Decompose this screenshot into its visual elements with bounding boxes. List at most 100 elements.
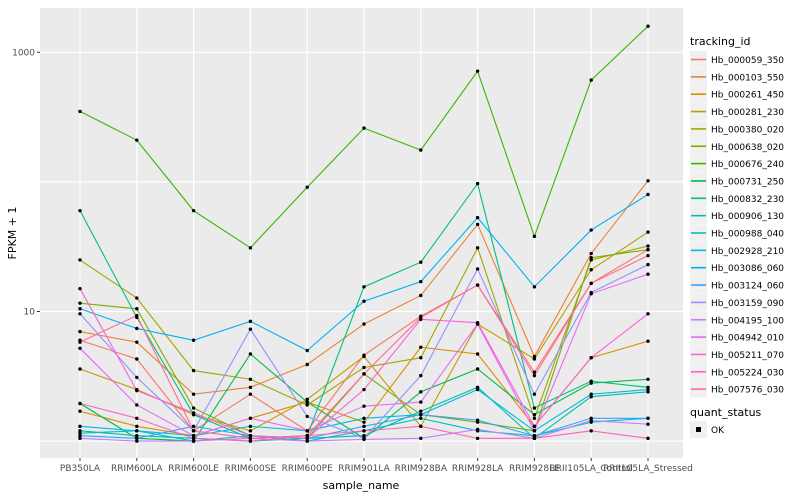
- data-point: [305, 348, 309, 353]
- data-point: [419, 400, 423, 404]
- data-point: [135, 340, 139, 344]
- data-point: [248, 434, 253, 438]
- quant-ok-label: OK: [711, 426, 725, 436]
- data-point: [305, 400, 309, 404]
- data-point: [475, 246, 480, 250]
- data-point: [589, 251, 593, 256]
- data-point: [419, 315, 423, 320]
- data-point: [646, 416, 650, 420]
- data-point: [419, 390, 423, 394]
- data-point: [305, 439, 309, 443]
- ok-square-icon: [696, 427, 701, 432]
- data-point: [248, 327, 253, 331]
- data-point: [78, 340, 82, 344]
- data-point: [419, 412, 423, 417]
- legend-label: Hb_007576_030: [711, 386, 784, 396]
- data-point: [419, 279, 423, 284]
- data-point: [191, 436, 196, 441]
- data-point: [646, 377, 650, 381]
- x-tick-label: RRIM600LE: [168, 464, 219, 474]
- data-point: [78, 329, 82, 334]
- data-point: [532, 285, 537, 289]
- data-point: [646, 339, 650, 343]
- data-point: [305, 403, 309, 407]
- legend-label: Hb_000103_550: [711, 73, 784, 83]
- data-point: [362, 387, 366, 392]
- data-point: [362, 354, 366, 359]
- data-point: [78, 424, 82, 429]
- data-point: [532, 436, 537, 441]
- data-point: [78, 286, 82, 291]
- data-point: [362, 429, 366, 433]
- plot-panel: [40, 8, 683, 458]
- data-point: [419, 148, 423, 152]
- x-tick-label: RRIM928LE: [509, 464, 560, 474]
- data-point: [475, 320, 480, 325]
- legend-label: Hb_003124_060: [711, 282, 784, 292]
- legend-label: Hb_003086_060: [711, 264, 784, 274]
- x-tick-label: RRIM600SE: [225, 464, 277, 474]
- data-point: [362, 299, 366, 303]
- data-point: [78, 434, 82, 438]
- data-point: [78, 312, 82, 316]
- data-point: [305, 362, 309, 367]
- data-point: [589, 78, 593, 82]
- data-point: [135, 403, 139, 407]
- data-point: [475, 222, 480, 227]
- data-point: [362, 322, 366, 326]
- data-point: [475, 367, 480, 371]
- data-point: [646, 253, 650, 258]
- data-point: [78, 436, 82, 441]
- data-point: [362, 437, 366, 442]
- data-point: [589, 228, 593, 232]
- y-axis-title: FPKM + 1: [6, 207, 19, 260]
- data-point: [135, 357, 139, 361]
- data-point: [135, 313, 139, 318]
- data-point: [362, 416, 366, 420]
- data-point: [532, 354, 537, 359]
- data-point: [475, 215, 480, 220]
- data-point: [305, 414, 309, 419]
- data-point: [248, 352, 253, 356]
- data-point: [475, 387, 480, 392]
- data-point: [191, 411, 196, 415]
- data-point: [589, 418, 593, 423]
- data-point: [589, 292, 593, 296]
- data-point: [419, 416, 423, 420]
- data-point: [305, 436, 309, 441]
- data-point: [362, 434, 366, 438]
- data-point: [191, 368, 196, 373]
- data-point: [135, 439, 139, 443]
- data-point: [135, 296, 139, 300]
- data-point: [78, 208, 82, 213]
- data-point: [135, 436, 139, 441]
- data-point: [532, 429, 537, 433]
- data-point: [532, 424, 537, 429]
- data-point: [475, 418, 480, 422]
- data-point: [78, 301, 82, 305]
- data-point: [78, 258, 82, 262]
- legend-label: Hb_000731_250: [711, 177, 784, 187]
- x-tick-label: RRIM928LA: [452, 464, 504, 474]
- data-point: [191, 429, 196, 433]
- data-point: [475, 181, 480, 186]
- data-point: [305, 429, 309, 433]
- legend-label: Hb_003159_090: [711, 299, 784, 309]
- data-point: [78, 401, 82, 406]
- legend-label: Hb_004942_010: [711, 334, 784, 344]
- legend-label: Hb_000906_130: [711, 212, 784, 222]
- data-point: [135, 416, 139, 420]
- data-point: [475, 436, 480, 441]
- data-point: [191, 392, 196, 396]
- data-point: [532, 416, 537, 420]
- data-point: [362, 285, 366, 289]
- data-point: [646, 436, 650, 441]
- data-point: [248, 416, 253, 420]
- data-point: [532, 406, 537, 410]
- data-point: [191, 208, 196, 213]
- data-point: [248, 439, 253, 443]
- data-point: [362, 424, 366, 429]
- data-point: [78, 429, 82, 433]
- data-point: [475, 267, 480, 271]
- x-tick-label: PB350LA: [60, 464, 101, 474]
